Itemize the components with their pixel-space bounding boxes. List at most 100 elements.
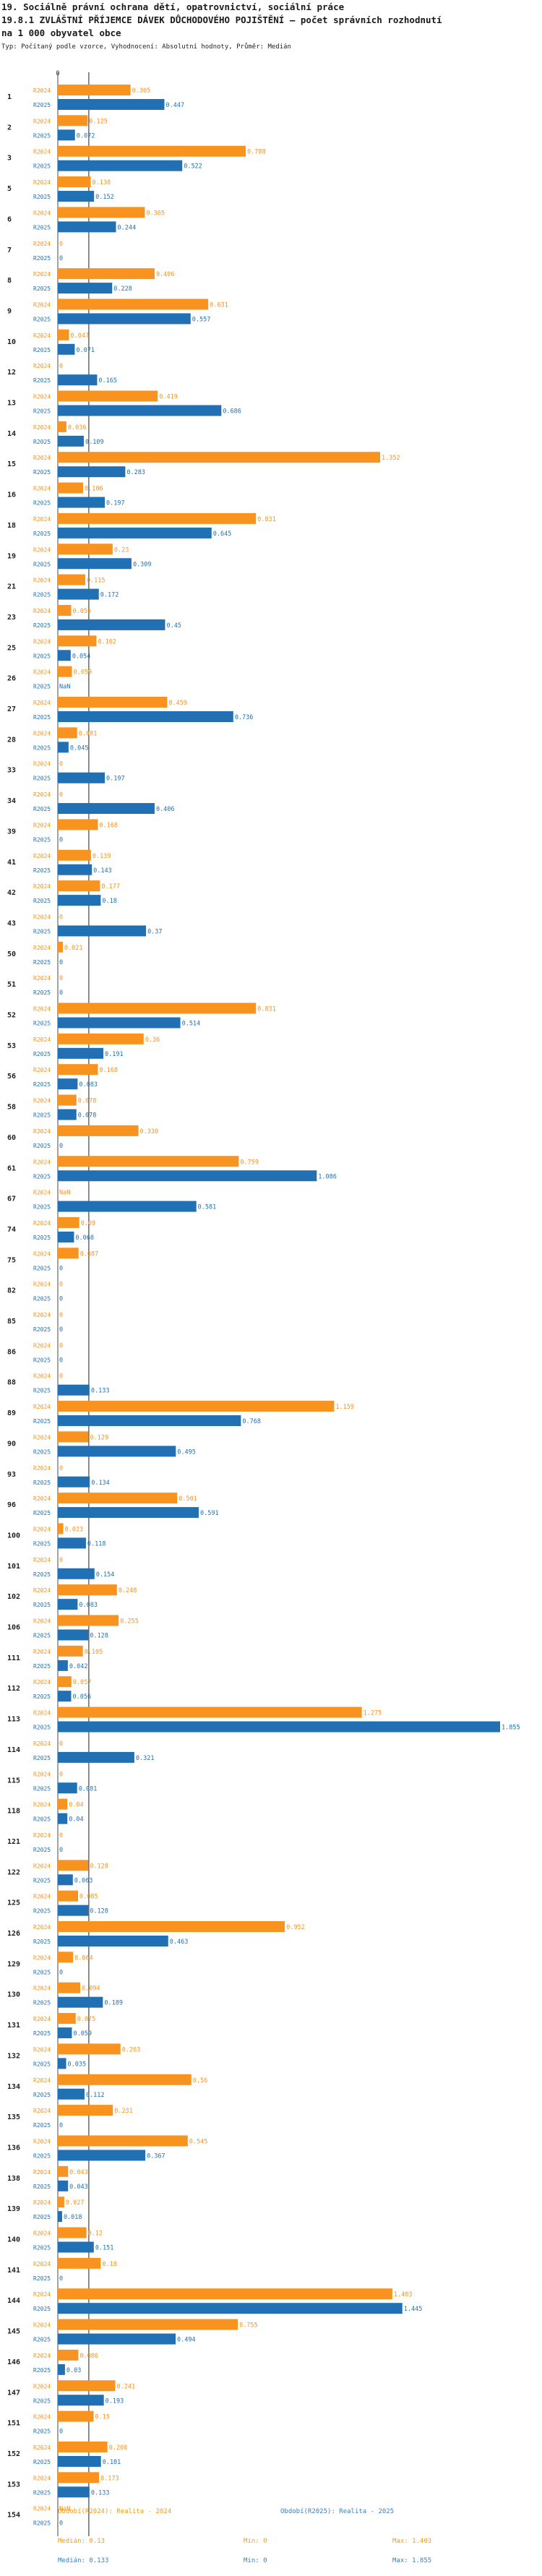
data-label: 0.128: [90, 1863, 108, 1870]
bar-r2024: [58, 1216, 79, 1228]
bar-r2025: [58, 2364, 65, 2375]
category-label: 51: [7, 981, 16, 989]
data-label: 0.168: [99, 1067, 118, 1074]
series-label: R2025: [33, 439, 51, 445]
data-label: 0.094: [82, 1985, 100, 1993]
series-label: R2025: [33, 1448, 51, 1455]
bar-r2025: [58, 1996, 103, 2008]
data-label: 0.083: [79, 1602, 98, 1609]
data-label: 0.522: [184, 163, 202, 171]
bar-r2025: [58, 2180, 69, 2191]
series-label: R2024: [33, 2046, 51, 2053]
data-label: 0: [59, 1832, 63, 1839]
data-label: 1.855: [502, 1725, 520, 1732]
data-label: 0: [59, 761, 63, 768]
bar-r2024: [58, 2013, 76, 2025]
category-label: 90: [7, 1440, 16, 1448]
category-label: 53: [7, 1042, 16, 1050]
bar-r2025: [58, 2058, 66, 2069]
category-label: 147: [7, 2389, 20, 2397]
data-label: 1.445: [404, 2306, 423, 2313]
series-label: R2024: [33, 730, 51, 737]
data-label: 0.197: [106, 500, 125, 507]
data-label: 0.023: [65, 1526, 84, 1533]
series-label: R2025: [33, 1693, 51, 1700]
data-label: 0.305: [132, 87, 151, 95]
data-label: 0.283: [126, 469, 145, 476]
series-label: R2025: [33, 1296, 51, 1302]
data-label: 0.085: [79, 1894, 98, 1901]
data-label: 0: [59, 1265, 63, 1272]
bar-r2024: [58, 604, 72, 616]
series-label: R2025: [33, 194, 51, 200]
data-label: 0.197: [106, 776, 125, 783]
category-label: 135: [7, 2113, 20, 2121]
category-label: 146: [7, 2358, 20, 2366]
data-label: 0: [59, 1373, 63, 1381]
series-label: R2025: [33, 989, 51, 996]
series-label: R2024: [33, 1587, 51, 1594]
bar-r2024: [58, 880, 100, 892]
series-label: R2025: [33, 255, 51, 262]
data-label: 0.23: [114, 546, 129, 554]
series-label: R2025: [33, 316, 51, 322]
bar-r2025: [58, 1201, 197, 1212]
data-label: 0: [59, 241, 63, 248]
data-label: 0.406: [156, 271, 175, 278]
bar-r2024: [58, 2105, 113, 2116]
category-label: 102: [7, 1593, 20, 1601]
series-label: R2025: [33, 1540, 51, 1547]
data-label: 0.021: [64, 945, 83, 952]
data-label: 0.168: [99, 822, 118, 829]
category-label: 86: [7, 1348, 16, 1356]
series-label: R2024: [33, 1954, 51, 1961]
series-label: R2024: [33, 822, 51, 828]
data-label: 0.686: [223, 408, 241, 416]
bar-r2025: [58, 497, 105, 508]
bar-r2025: [58, 1446, 176, 1457]
data-label: 0: [59, 1969, 63, 1976]
data-label: 0.18: [102, 898, 116, 905]
series-label: R2024: [33, 1771, 51, 1777]
legend-series1-title: Období(R2024): Realita - 2024: [58, 2508, 172, 2515]
category-label: 9: [7, 307, 12, 315]
category-label: 89: [7, 1409, 16, 1417]
bar-r2024: [58, 1890, 79, 1902]
bar-r2025: [58, 864, 93, 875]
series-label: R2024: [33, 1006, 51, 1013]
series-label: R2024: [33, 2261, 51, 2267]
bar-r2024: [58, 512, 257, 524]
data-label: NaN: [59, 1190, 70, 1197]
bar-r2024: [58, 85, 131, 95]
series-label: R2024: [33, 1802, 51, 1808]
bar-r2025: [58, 405, 222, 416]
bar-r2025: [58, 313, 191, 325]
data-label: 0.338: [140, 1128, 159, 1135]
bar-r2024: [58, 2349, 79, 2361]
series-label: R2025: [33, 1785, 51, 1792]
category-label: 122: [7, 1868, 20, 1876]
series-label: R2024: [33, 791, 51, 798]
category-label: 7: [7, 246, 12, 254]
series-label: R2025: [33, 1326, 51, 1333]
category-label: 138: [7, 2175, 20, 2183]
bar-r2024: [58, 1860, 89, 1871]
bar-r2025: [58, 1721, 500, 1733]
category-label: 52: [7, 1012, 16, 1020]
series-label: R2024: [33, 2138, 51, 2144]
series-label: R2025: [33, 347, 51, 353]
chart-title: 19. Sociálně právní ochrana dětí, opatro…: [1, 1, 345, 12]
series-label: R2024: [33, 975, 51, 982]
series-label: R2024: [33, 149, 51, 155]
category-label: 5: [7, 185, 12, 193]
series-label: R2025: [33, 1877, 51, 1884]
data-label: 0.056: [72, 608, 91, 615]
data-label: 0.248: [119, 1587, 137, 1594]
category-label: 129: [7, 1960, 20, 1968]
bar-r2025: [58, 221, 116, 233]
data-label: 0.309: [133, 561, 152, 568]
bar-r2024: [58, 268, 155, 280]
series-label: R2025: [33, 2214, 51, 2220]
data-label: 0.036: [68, 424, 87, 432]
category-label: 39: [7, 828, 16, 836]
